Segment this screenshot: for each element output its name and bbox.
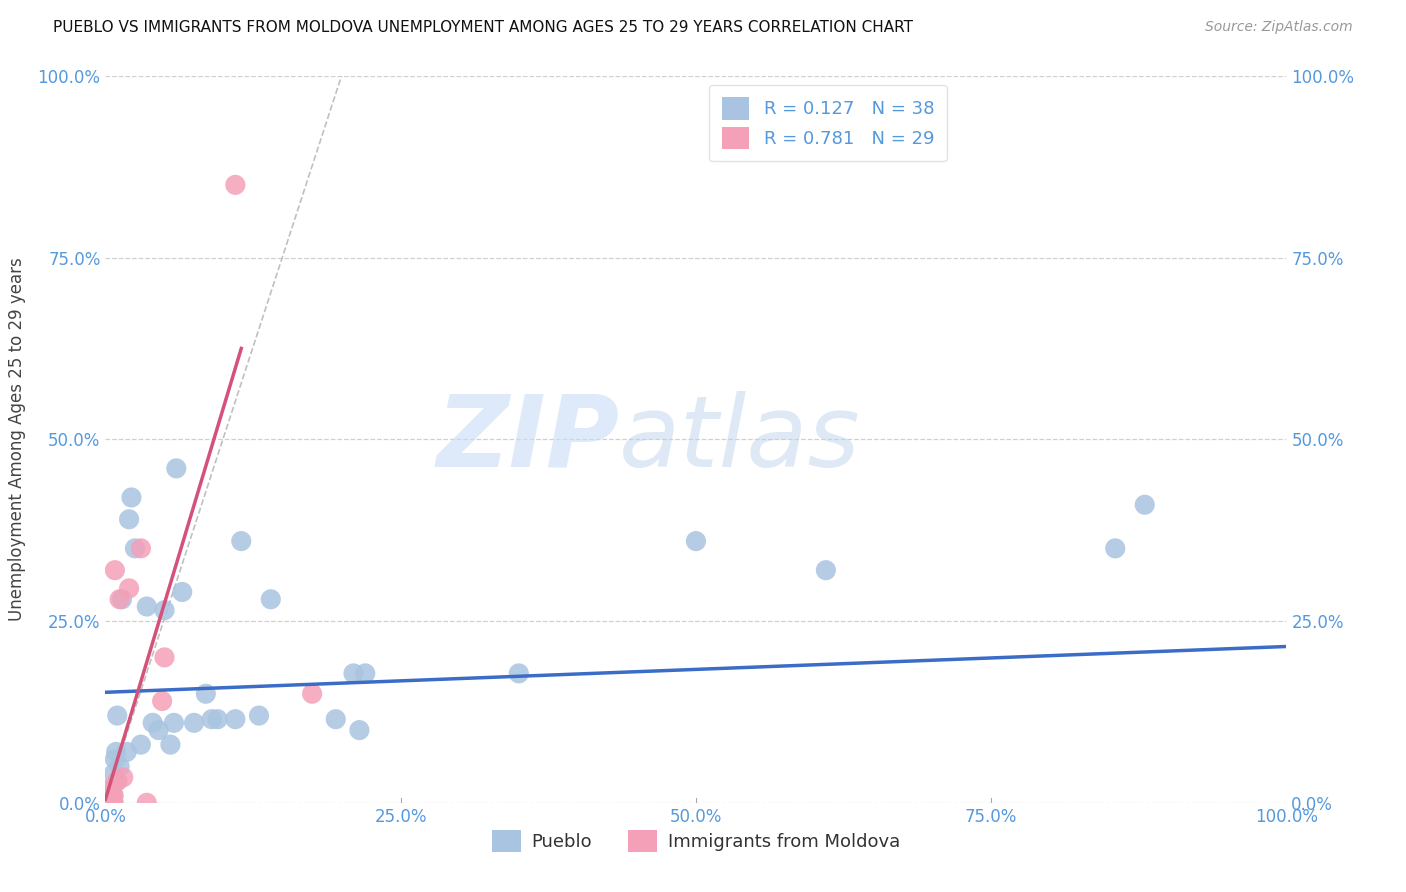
Point	[98, 795, 121, 809]
Point	[194, 687, 217, 701]
Text: Source: ZipAtlas.com: Source: ZipAtlas.com	[1205, 20, 1353, 34]
Point	[172, 585, 194, 599]
Point	[153, 650, 176, 665]
Point	[124, 541, 146, 556]
Point	[118, 582, 141, 596]
Text: ZIP: ZIP	[436, 391, 619, 488]
Point	[98, 796, 121, 810]
Point	[103, 796, 125, 810]
Point	[247, 708, 270, 723]
Point	[105, 774, 128, 789]
Legend: Pueblo, Immigrants from Moldova: Pueblo, Immigrants from Moldova	[485, 822, 907, 859]
Point	[98, 796, 121, 810]
Y-axis label: Unemployment Among Ages 25 to 29 years: Unemployment Among Ages 25 to 29 years	[8, 258, 27, 621]
Point	[150, 694, 173, 708]
Point	[101, 789, 124, 803]
Point	[129, 541, 152, 556]
Point	[354, 666, 377, 681]
Point	[183, 715, 205, 730]
Point	[100, 789, 122, 803]
Point	[100, 781, 122, 796]
Point	[98, 794, 121, 808]
Point	[814, 563, 837, 577]
Point	[163, 715, 186, 730]
Point	[103, 789, 125, 803]
Point	[105, 745, 128, 759]
Point	[224, 178, 246, 192]
Point	[135, 599, 157, 614]
Point	[325, 712, 347, 726]
Point	[103, 766, 125, 780]
Text: atlas: atlas	[619, 391, 860, 488]
Point	[153, 603, 176, 617]
Point	[301, 687, 323, 701]
Point	[342, 666, 364, 681]
Point	[1104, 541, 1126, 556]
Point	[108, 759, 131, 773]
Point	[224, 712, 246, 726]
Point	[100, 794, 122, 808]
Point	[112, 770, 135, 784]
Point	[135, 796, 157, 810]
Point	[105, 774, 128, 789]
Point	[100, 781, 122, 796]
Point	[100, 792, 122, 806]
Point	[129, 738, 152, 752]
Point	[508, 666, 530, 681]
Point	[231, 534, 253, 549]
Point	[111, 592, 134, 607]
Point	[120, 491, 142, 505]
Point	[148, 723, 170, 737]
Point	[104, 752, 127, 766]
Point	[260, 592, 283, 607]
Text: PUEBLO VS IMMIGRANTS FROM MOLDOVA UNEMPLOYMENT AMONG AGES 25 TO 29 YEARS CORRELA: PUEBLO VS IMMIGRANTS FROM MOLDOVA UNEMPL…	[53, 20, 914, 35]
Point	[100, 796, 122, 810]
Point	[98, 789, 121, 803]
Point	[118, 512, 141, 526]
Point	[101, 796, 124, 810]
Point	[105, 708, 128, 723]
Point	[349, 723, 371, 737]
Point	[98, 796, 121, 810]
Point	[142, 715, 165, 730]
Point	[98, 794, 121, 808]
Point	[108, 592, 131, 607]
Point	[207, 712, 229, 726]
Point	[201, 712, 224, 726]
Point	[165, 461, 187, 475]
Point	[115, 745, 138, 759]
Point	[104, 563, 127, 577]
Point	[685, 534, 707, 549]
Point	[100, 795, 122, 809]
Point	[98, 794, 121, 808]
Point	[159, 738, 181, 752]
Point	[1133, 498, 1156, 512]
